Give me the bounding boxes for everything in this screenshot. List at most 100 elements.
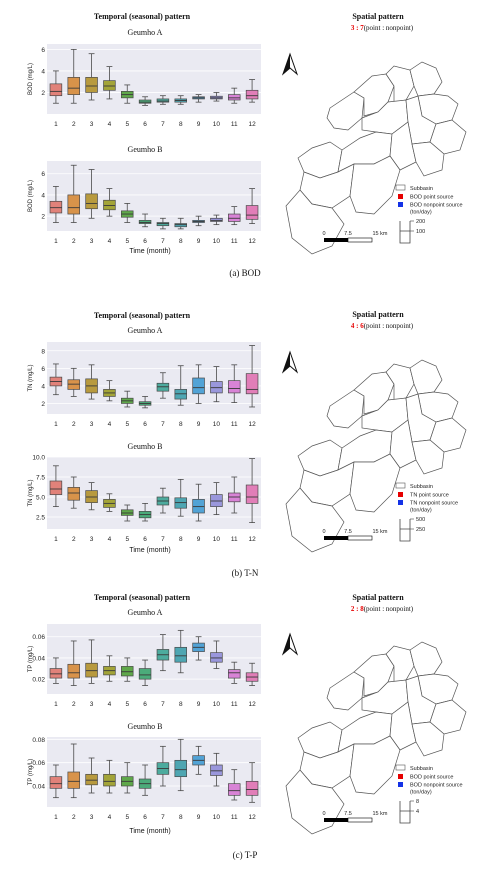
panel-tn: Temporal (seasonal) pattern Geumho A 2 4 6…: [0, 300, 494, 590]
box: [103, 80, 116, 91]
box-month-12: [245, 345, 259, 408]
x-tick-label: 2: [72, 238, 76, 245]
caption: (c) T-P: [232, 850, 258, 860]
box-month-1: [49, 70, 63, 104]
x-tick-label: 5: [125, 238, 129, 245]
x-tick-label: 3: [90, 238, 94, 245]
x-tick-label: 7: [161, 421, 165, 428]
x-tick-label: 11: [231, 238, 238, 245]
y-tick-label: 2: [41, 90, 45, 97]
box-month-2: [67, 476, 80, 509]
box-month-4: [103, 188, 116, 217]
y-tick-label: 0.04: [32, 655, 45, 662]
km-scalebar: 0 7.5 15 km: [322, 529, 388, 541]
y-tick-label: 0.02: [32, 677, 45, 684]
y-axis-label: TN (mg/L): [28, 364, 34, 391]
subbasin-swatch: [395, 482, 406, 489]
x-tick-label: 11: [231, 421, 238, 428]
x-tick-label: 10: [213, 421, 221, 428]
legend-nonpoint-label: BOD nonpoint source: [410, 783, 463, 789]
point-swatch: [398, 194, 403, 199]
box-month-4: [103, 380, 116, 402]
box: [228, 783, 241, 796]
scalebar-zero: 0: [322, 529, 325, 535]
x-tick-label: 10: [213, 814, 221, 821]
km-scalebar: 0 7.5 15 km: [322, 811, 388, 823]
y-tick-label: 10.0: [32, 455, 45, 462]
subbasin-polygon: [409, 61, 443, 97]
x-tick-label: 1: [54, 121, 58, 128]
box: [85, 193, 98, 210]
x-tick-label: 8: [179, 421, 183, 428]
box-month-7: [156, 487, 170, 514]
scalebar-black: [324, 818, 348, 822]
box: [245, 373, 259, 395]
spatial-title: Spatial pattern: [352, 310, 404, 319]
subbasin-polygon: [349, 735, 401, 795]
box: [85, 773, 98, 786]
map-tn: Subbasin TN point source TN nonpoint sourc…: [281, 350, 467, 553]
x-tick-label: 7: [161, 536, 165, 543]
box: [49, 480, 63, 495]
x-tick-label: 2: [72, 814, 76, 821]
box-month-10: [210, 752, 223, 787]
point-swatch: [398, 774, 403, 779]
box-month-9: [192, 94, 205, 103]
y-tick-label: 0.08: [32, 737, 45, 744]
box-month-7: [156, 745, 170, 787]
subbasin-polygon: [411, 141, 445, 177]
plot-area: [47, 161, 261, 231]
chart-title: Geumho A: [127, 326, 163, 335]
x-tick-label: 3: [90, 814, 94, 821]
x-tick-label: 1: [54, 814, 58, 821]
box-month-10: [210, 482, 223, 515]
x-tick-label: 4: [108, 121, 112, 128]
chart-title: Geumho B: [127, 442, 163, 451]
temporal-title: Temporal (seasonal) pattern: [93, 12, 191, 21]
y-tick-label: 2.5: [36, 515, 45, 522]
bar-scale-icon: [399, 519, 411, 542]
bar-scale-icon: [399, 221, 411, 244]
x-tick-label: 3: [90, 536, 94, 543]
x-tick-label: 7: [161, 701, 165, 708]
y-axis-label: BOD (mg/L): [28, 63, 34, 95]
caption: (a) BOD: [229, 268, 261, 278]
box-month-3: [85, 482, 98, 511]
box: [103, 199, 116, 211]
scalebar-end: 15 km: [373, 529, 388, 535]
nonpoint-swatch: [398, 782, 403, 787]
box: [228, 380, 241, 394]
chart-title: Geumho B: [127, 722, 163, 731]
x-tick-label: 7: [161, 238, 165, 245]
box: [192, 377, 205, 395]
scale-bottom-label: 100: [416, 229, 425, 235]
box-month-12: [245, 188, 259, 224]
x-tick-label: 9: [197, 814, 201, 821]
box-month-12: [245, 79, 259, 103]
x-tick-label: 11: [231, 701, 238, 708]
plot-area: [47, 342, 261, 414]
x-tick-label: 2: [72, 421, 76, 428]
x-tick-label: 5: [125, 121, 129, 128]
box-month-6: [138, 764, 152, 796]
y-tick-label: 2: [41, 401, 45, 408]
box-month-9: [192, 636, 205, 661]
scalebar-mid: 7.5: [344, 529, 352, 535]
legend-point-label: BOD point source: [410, 195, 453, 201]
subbasin-swatch: [395, 184, 406, 191]
x-axis-label: Time (month): [129, 248, 171, 255]
x-axis-label: Time (month): [129, 547, 171, 554]
box-month-8: [174, 478, 187, 517]
box-month-2: [67, 743, 80, 799]
bar-scale-icon: [399, 801, 411, 824]
y-tick-label: 6: [41, 366, 45, 373]
legend-unit-label: (ton/day): [410, 210, 432, 216]
legend-point-label: BOD point source: [410, 775, 453, 781]
x-tick-label: 12: [248, 701, 256, 708]
box-month-8: [174, 365, 187, 406]
box-month-11: [228, 364, 241, 403]
x-tick-label: 8: [179, 238, 183, 245]
box-month-3: [85, 364, 98, 400]
north-arrow-icon: [281, 52, 299, 76]
